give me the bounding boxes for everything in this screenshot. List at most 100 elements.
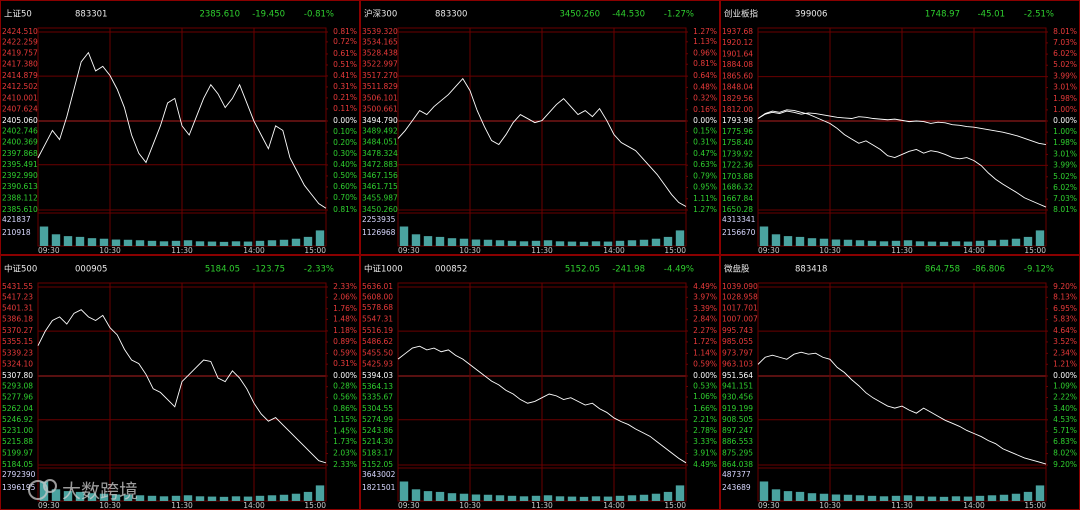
price-change: -241.98 bbox=[612, 265, 645, 275]
price-change: -44.530 bbox=[612, 10, 645, 20]
last-price: 5152.05 bbox=[565, 265, 600, 275]
volume-bar bbox=[291, 238, 301, 246]
volume-bar bbox=[567, 496, 577, 501]
y-tick-label: 5152.05 bbox=[362, 460, 393, 469]
volume-bar bbox=[87, 493, 97, 501]
index-code: 883300 bbox=[435, 10, 467, 20]
y2-tick-label: 0.31% bbox=[333, 82, 357, 91]
y-tick-label: 1775.96 bbox=[722, 127, 753, 136]
volume-bar bbox=[255, 495, 265, 501]
volume-bar bbox=[63, 236, 73, 246]
y-tick-label: 5246.92 bbox=[2, 415, 33, 424]
y2-tick-label: 0.53% bbox=[693, 382, 717, 391]
volume-bar bbox=[615, 495, 625, 501]
x-tick-label: 15:00 bbox=[664, 501, 686, 510]
y-tick-label: 5386.18 bbox=[2, 315, 33, 324]
volume-bar bbox=[231, 241, 241, 246]
y-tick-label: 5578.68 bbox=[362, 303, 393, 312]
volume-bar bbox=[519, 241, 529, 246]
volume-bar bbox=[123, 239, 133, 246]
volume-tick-label: 487377 bbox=[722, 470, 751, 479]
volume-bar bbox=[243, 241, 253, 246]
x-tick-label: 14:00 bbox=[243, 246, 265, 255]
y2-tick-label: 0.64% bbox=[693, 71, 717, 80]
y-tick-label: 897.247 bbox=[722, 426, 753, 435]
volume-tick-label: 2156670 bbox=[722, 228, 756, 237]
y-tick-label: 1667.84 bbox=[722, 194, 753, 203]
y2-tick-label: 2.27% bbox=[693, 326, 717, 335]
volume-bar bbox=[867, 240, 877, 246]
y-tick-label: 985.055 bbox=[722, 337, 753, 346]
y-tick-label: 1686.32 bbox=[722, 183, 753, 192]
chart-panel: 微盘股 883418 864.758 -86.806 -9.12% 1039.090102… bbox=[720, 255, 1080, 510]
y-tick-label: 1829.56 bbox=[722, 94, 753, 103]
volume-bar bbox=[315, 485, 325, 501]
volume-tick-label: 4313341 bbox=[722, 215, 756, 224]
volume-bar bbox=[471, 494, 481, 501]
y-tick-label: 5417.23 bbox=[2, 292, 33, 301]
volume-bar bbox=[783, 236, 793, 246]
volume-bar bbox=[567, 241, 577, 246]
panel-title: 中证500 bbox=[4, 264, 37, 275]
y-tick-label: 875.295 bbox=[722, 449, 753, 458]
volume-bar bbox=[483, 239, 493, 246]
y-tick-label: 886.553 bbox=[722, 437, 753, 446]
volume-bar bbox=[975, 240, 985, 246]
volume-bar bbox=[639, 494, 649, 501]
watermark-logo bbox=[43, 479, 57, 493]
volume-bar bbox=[291, 493, 301, 501]
y2-tick-label: 3.97% bbox=[693, 292, 717, 301]
volume-bar bbox=[399, 226, 409, 246]
y2-tick-label: 5.02% bbox=[1053, 172, 1077, 181]
y2-tick-label: 3.99% bbox=[1053, 160, 1077, 169]
y2-tick-label: 1.18% bbox=[333, 326, 357, 335]
volume-bar bbox=[879, 241, 889, 246]
y2-tick-label: 8.01% bbox=[1053, 205, 1077, 214]
volume-bar bbox=[927, 496, 937, 501]
chart-panel: 上证50 883301 2385.610 -19.450 -0.81%2424.5102… bbox=[0, 0, 360, 255]
volume-bar bbox=[579, 241, 589, 246]
y-tick-label: 3511.829 bbox=[362, 82, 398, 91]
y-tick-label: 5355.15 bbox=[2, 337, 33, 346]
volume-bar bbox=[555, 241, 565, 246]
y2-tick-label: 1.27% bbox=[693, 27, 717, 36]
panel-title: 上证50 bbox=[4, 10, 32, 20]
volume-bar bbox=[447, 493, 457, 501]
volume-bar bbox=[771, 234, 781, 246]
volume-bar bbox=[507, 495, 517, 501]
y-tick-label: 5324.10 bbox=[2, 359, 33, 368]
y2-tick-label: 2.34% bbox=[1053, 348, 1077, 357]
volume-bar bbox=[159, 241, 169, 246]
pct-change: -2.51% bbox=[1024, 10, 1054, 20]
volume-bar bbox=[267, 240, 277, 246]
y-tick-label: 2397.868 bbox=[2, 149, 38, 158]
x-tick-label: 14:00 bbox=[243, 501, 265, 510]
y2-tick-label: 7.03% bbox=[1053, 194, 1077, 203]
y-tick-label: 2412.502 bbox=[2, 82, 38, 91]
y-tick-label: 2388.112 bbox=[2, 194, 38, 203]
volume-bar bbox=[843, 494, 853, 501]
x-tick-label: 11:30 bbox=[531, 246, 553, 255]
y2-tick-label: 0.41% bbox=[333, 71, 357, 80]
y-tick-label: 1739.92 bbox=[722, 149, 753, 158]
y-tick-label: 1703.88 bbox=[722, 172, 753, 181]
y2-tick-label: 0.28% bbox=[333, 382, 357, 391]
y2-tick-label: 1.76% bbox=[333, 304, 357, 313]
y-tick-label: 3450.260 bbox=[362, 205, 398, 214]
y2-tick-label: 8.01% bbox=[1053, 27, 1077, 36]
volume-bar bbox=[663, 236, 673, 246]
volume-bar bbox=[75, 236, 85, 246]
volume-bar bbox=[195, 241, 205, 246]
y-tick-label: 3534.165 bbox=[362, 37, 398, 46]
volume-bar bbox=[531, 240, 541, 246]
volume-bar bbox=[303, 491, 313, 501]
volume-bar bbox=[963, 241, 973, 246]
volume-bar bbox=[447, 238, 457, 246]
chart-panel: 沪深300 883300 3450.260 -44.530 -1.27% 3539.320… bbox=[360, 0, 720, 255]
y2-tick-label: 1.27% bbox=[693, 205, 717, 214]
x-tick-label: 09:30 bbox=[38, 246, 60, 255]
y-tick-label: 2410.001 bbox=[2, 93, 38, 102]
y-tick-label: 1937.68 bbox=[722, 27, 753, 36]
y-tick-label: 5199.97 bbox=[2, 449, 33, 458]
y2-tick-label: 2.03% bbox=[333, 449, 357, 458]
